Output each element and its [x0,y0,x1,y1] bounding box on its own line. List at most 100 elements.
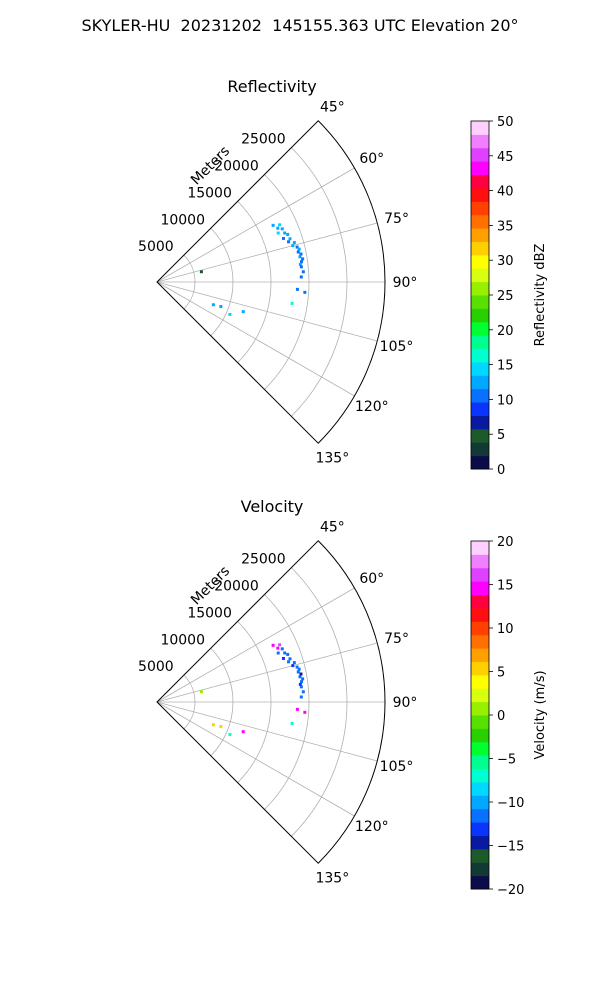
colorbar-segment [471,822,489,836]
azimuth-gridline [156,701,355,817]
colorbar-segment [471,768,489,783]
radar-gate [288,237,292,241]
colorbar-tick-label: −5 [497,753,516,768]
angle-tick-label: 120° [355,819,389,835]
reflectivity-title: Reflectivity [227,77,316,96]
radar-gate [228,732,232,736]
radar-gate [295,245,299,249]
velocity-panel: Velocity 500010000150002000025000Meters4… [138,497,548,898]
angle-tick-label: 120° [355,399,389,415]
velocity-title: Velocity [241,497,304,516]
colorbar-segment [471,241,489,256]
colorbar-tick-label: −15 [497,840,524,855]
colorbar-segment [471,348,489,363]
colorbar-segment [471,295,489,309]
radar-gate [295,287,299,291]
colorbar-segment [471,214,489,229]
colorbar-tick-label: −20 [497,883,524,898]
colorbar-segment [471,661,489,676]
angle-tick-label: 45° [320,520,345,536]
radar-gate [292,661,296,665]
colorbar-segment [471,147,489,162]
radar-gate [281,656,285,660]
colorbar-segment [471,567,489,582]
angle-tick-label: 135° [315,450,349,466]
radar-gate [295,707,299,711]
radar-gate [286,232,290,236]
colorbar-segment [471,308,489,323]
angle-tick-label: 60° [359,571,384,587]
colorbar-segment [471,741,489,756]
colorbar-tick-label: 45 [497,150,514,165]
radar-gate [290,721,294,725]
colorbar-segment [471,755,489,770]
colorbar-segment [471,781,489,796]
radar-gate [301,677,305,681]
radar-gate [298,255,302,259]
colorbar-segment [471,442,489,457]
sector-frame [156,540,386,864]
radar-gate [296,250,300,254]
colorbar-segment [471,648,489,662]
radar-gate [299,672,303,676]
radial-tick-label: 10000 [160,212,205,228]
radial-tick-label: 20000 [214,159,259,175]
colorbar-tick-label: 20 [497,324,514,339]
radar-gate [299,260,303,264]
radar-gate [303,710,307,714]
angle-tick-label: 45° [320,100,345,116]
radar-gate [271,223,275,227]
colorbar-segment [471,594,489,609]
colorbar-segment [471,541,489,555]
radar-gate [199,270,203,274]
radar-gate [276,231,280,235]
colorbar-segment [471,835,489,850]
colorbar-segment [471,174,489,189]
colorbar-tick-label: 10 [497,622,514,637]
radial-tick-label: 15000 [187,605,232,621]
radar-gate [280,227,284,231]
radar-gate [287,240,291,244]
colorbar-segment [471,875,489,890]
colorbar-tick-label: 5 [497,666,505,681]
radar-gate [280,647,284,651]
colorbar-segment [471,415,489,430]
colorbar-segment [471,621,489,636]
radar-gate [278,223,282,227]
radar-gate [298,262,302,266]
radar-gate [281,236,285,240]
radar-gate [299,265,303,269]
colorbar-tick-label: 10 [497,393,514,408]
colorbar-segment [471,701,489,716]
colorbar-segment [471,428,489,443]
radial-tick-label: 25000 [241,132,286,148]
azimuth-gridline [156,642,378,703]
angle-tick-label: 135° [315,870,349,886]
radar-gate [219,725,223,729]
angle-tick-label: 60° [359,151,384,167]
azimuth-gridline [156,701,378,762]
radar-gate [298,682,302,686]
radar-gate [299,685,303,689]
radar-gate [299,252,303,256]
azimuth-gridline [156,167,355,283]
radial-tick-label: 25000 [241,552,286,568]
colorbar-segment [471,688,489,703]
radar-gate [299,275,303,279]
colorbar-tick-label: −10 [497,796,524,811]
radial-tick-label: 20000 [214,579,259,595]
colorbar-segment [471,715,489,729]
radar-gate [199,690,203,694]
colorbar-segment [471,187,489,202]
radar-gate [290,301,294,305]
colorbar-segment [471,375,489,390]
radar-gate [271,643,275,647]
colorbar-tick-label: 15 [497,579,514,594]
colorbar-tick-label: 0 [497,463,505,478]
colorbar-segment [471,335,489,350]
azimuth-gridline [156,222,378,283]
radar-gate [278,643,282,647]
radar-gate [241,730,245,734]
figure-title: SKYLER-HU 20231202 145155.363 UTC Elevat… [81,16,519,35]
radar-gate [276,651,280,655]
